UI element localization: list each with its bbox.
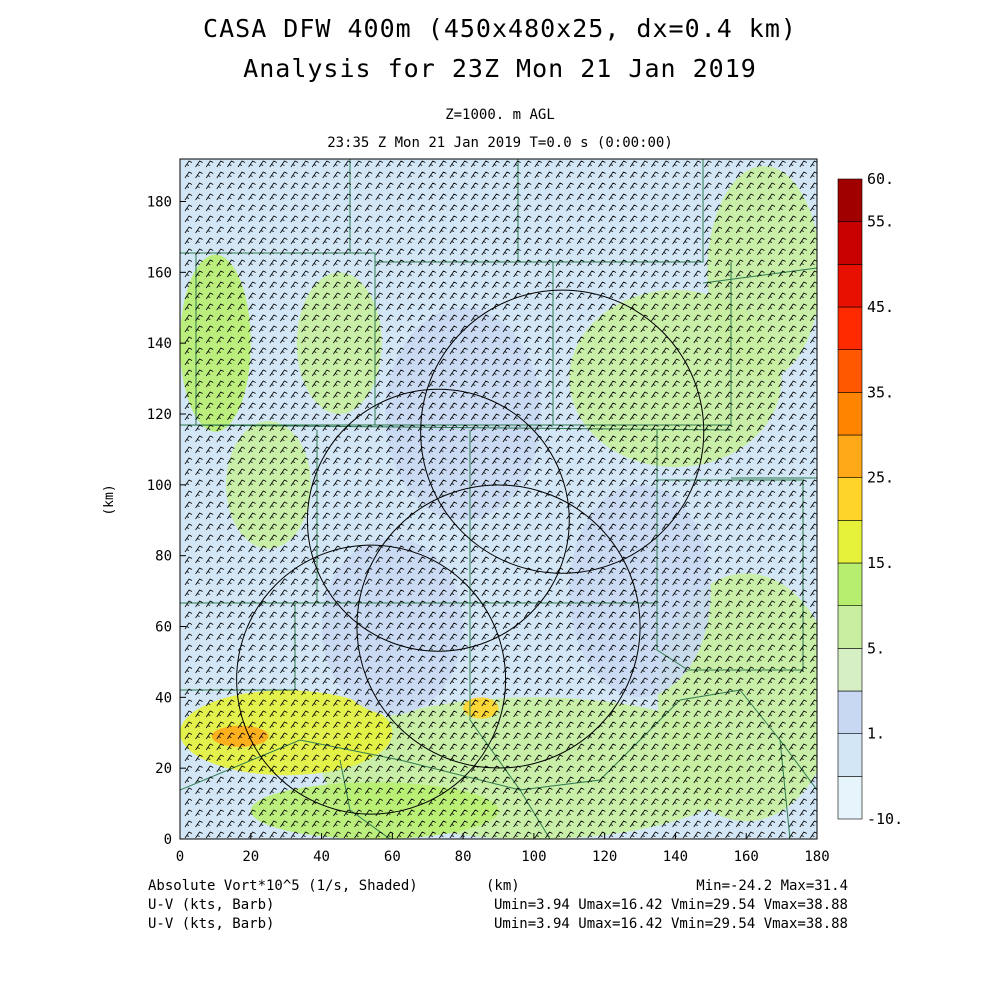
colorbar-swatch bbox=[837, 605, 863, 649]
vorticity-patch bbox=[569, 484, 711, 698]
y-tick-label: 180 bbox=[147, 195, 172, 211]
y-axis-label: (km) bbox=[102, 484, 117, 515]
vorticity-patch bbox=[180, 254, 251, 432]
colorbar-swatch bbox=[837, 520, 863, 564]
colorbar-swatch bbox=[837, 776, 863, 820]
colorbar-label: 25. bbox=[867, 469, 894, 487]
x-tick-label: 20 bbox=[242, 849, 259, 865]
x-tick-label: 0 bbox=[176, 849, 184, 865]
x-tick-label: 120 bbox=[592, 849, 617, 865]
wind-label-2: U-V (kts, Barb) bbox=[148, 916, 274, 932]
radar-ring bbox=[356, 484, 641, 769]
colorbar-label: 60. bbox=[867, 170, 894, 188]
radar-ring bbox=[420, 289, 705, 574]
plot-frame bbox=[179, 158, 818, 840]
y-tick-label: 80 bbox=[155, 549, 172, 565]
vorticity-patch bbox=[385, 307, 541, 521]
colorbar-swatch bbox=[837, 477, 863, 521]
x-tick-label: 180 bbox=[804, 849, 829, 865]
y-tick-label: 40 bbox=[155, 690, 172, 706]
colorbar: 60. 55. 45. 35. 25. 15. 5. 1. -10. bbox=[837, 170, 903, 828]
colorbar-swatch bbox=[837, 392, 863, 436]
field-label: Absolute Vort*10^5 (1/s, Shaded) bbox=[148, 878, 418, 894]
x-tick-label: 60 bbox=[384, 849, 401, 865]
x-tick-label: 140 bbox=[663, 849, 688, 865]
wind-barbs bbox=[184, 160, 817, 839]
vorticity-patch bbox=[463, 697, 499, 719]
y-axis-ticks: 0 20 40 60 80 100 120 140 160 180 bbox=[147, 195, 186, 848]
y-tick-label: 120 bbox=[147, 407, 172, 423]
x-axis-ticks: 0 20 40 60 80 100 120 140 160 180 bbox=[176, 833, 830, 865]
y-tick-label: 160 bbox=[147, 265, 172, 281]
title-line-2: Analysis for 23Z Mon 21 Jan 2019 bbox=[243, 54, 757, 83]
colorbar-label: 15. bbox=[867, 554, 894, 572]
y-tick-label: 100 bbox=[147, 478, 172, 494]
wind-stats-2: Umin=3.94 Umax=16.42 Vmin=29.54 Vmax=38.… bbox=[494, 916, 848, 932]
wind-label-1: U-V (kts, Barb) bbox=[148, 897, 274, 913]
colorbar-swatch bbox=[837, 178, 863, 222]
x-tick-label: 40 bbox=[313, 849, 330, 865]
radar-ring bbox=[306, 388, 570, 652]
x-tick-label: 80 bbox=[455, 849, 472, 865]
y-tick-label: 0 bbox=[164, 832, 172, 848]
colorbar-label: 45. bbox=[867, 298, 894, 316]
colorbar-label: 55. bbox=[867, 213, 894, 231]
colorbar-swatch bbox=[837, 648, 863, 692]
min-max-label: Min=-24.2 Max=31.4 bbox=[696, 878, 848, 894]
x-axis-label: (km) bbox=[486, 878, 520, 894]
y-tick-label: 60 bbox=[155, 620, 172, 636]
colorbar-swatch bbox=[837, 733, 863, 777]
vorticity-patch bbox=[296, 272, 382, 414]
wind-stats-1: Umin=3.94 Umax=16.42 Vmin=29.54 Vmax=38.… bbox=[494, 897, 848, 913]
colorbar-swatch bbox=[837, 349, 863, 393]
colorbar-swatch bbox=[837, 562, 863, 606]
vorticity-patch bbox=[707, 166, 817, 379]
colorbar-label: 1. bbox=[867, 725, 885, 743]
title-line-1: CASA DFW 400m (450x480x25, dx=0.4 km) bbox=[203, 14, 797, 43]
colorbar-label: 35. bbox=[867, 383, 894, 401]
time-label: 23:35 Z Mon 21 Jan 2019 T=0.0 s (0:00:00… bbox=[327, 135, 673, 151]
colorbar-swatch bbox=[837, 690, 863, 734]
x-tick-label: 100 bbox=[521, 849, 546, 865]
y-tick-label: 20 bbox=[155, 761, 172, 777]
vorticity-patch bbox=[250, 782, 499, 839]
colorbar-swatch bbox=[837, 221, 863, 265]
barb-field bbox=[184, 160, 817, 839]
colorbar-swatch bbox=[837, 306, 863, 350]
vorticity-patch bbox=[226, 421, 311, 549]
colorbar-swatch bbox=[837, 434, 863, 478]
x-tick-label: 160 bbox=[734, 849, 759, 865]
colorbar-label: -10. bbox=[867, 810, 903, 828]
colorbar-swatch bbox=[837, 264, 863, 308]
radar-ring bbox=[236, 544, 507, 815]
level-label: Z=1000. m AGL bbox=[445, 107, 555, 123]
radar-range-rings bbox=[236, 289, 705, 815]
y-tick-label: 140 bbox=[147, 336, 172, 352]
colorbar-label: 5. bbox=[867, 639, 885, 657]
